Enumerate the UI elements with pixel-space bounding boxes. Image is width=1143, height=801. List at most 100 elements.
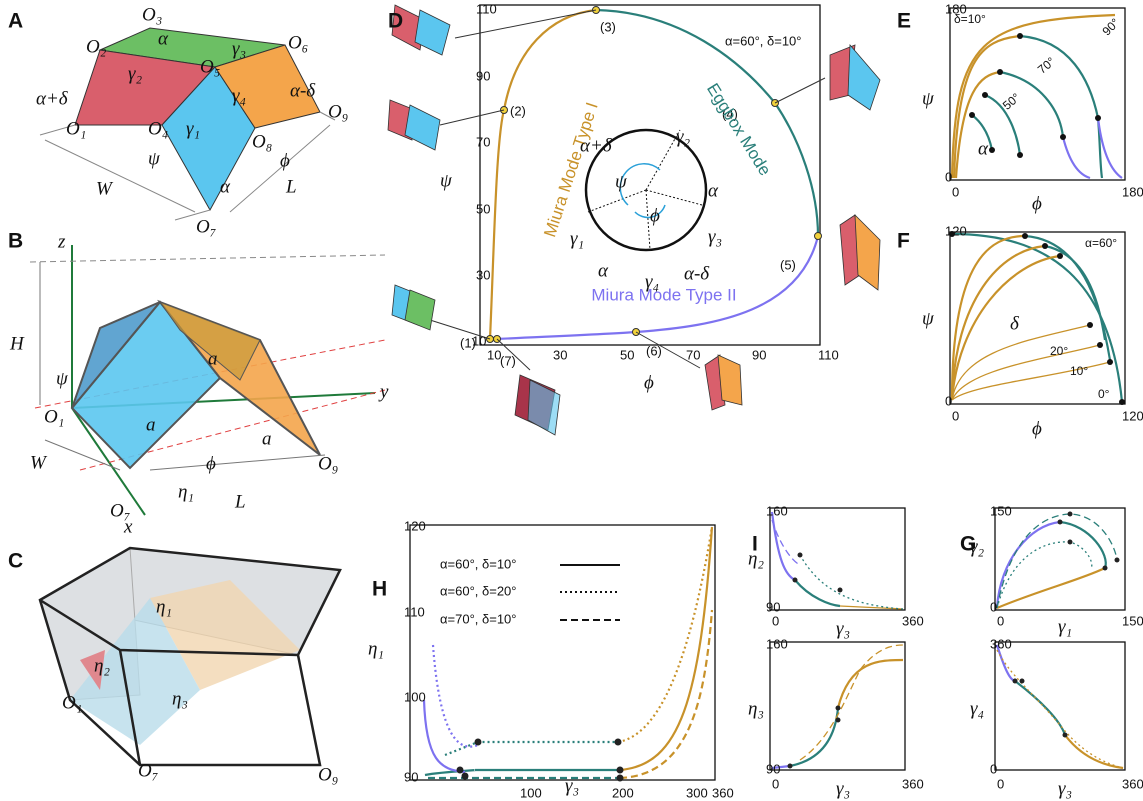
figure-shape bbox=[1095, 115, 1101, 121]
tick-label: 360 bbox=[712, 785, 734, 800]
figure-text: η₁ bbox=[178, 481, 194, 502]
panel-g-plots bbox=[995, 508, 1125, 770]
figure-shape bbox=[950, 8, 1125, 180]
tick-label: 0 bbox=[772, 613, 779, 628]
figure-shape bbox=[718, 355, 742, 405]
figure-shape bbox=[1057, 253, 1063, 259]
figure-text: γ₃ bbox=[1058, 778, 1072, 799]
tick-label: α bbox=[978, 138, 989, 159]
figure-text: η₂ bbox=[748, 548, 764, 569]
figure-shape bbox=[1068, 540, 1073, 545]
panel-label: H bbox=[372, 578, 387, 601]
figure-shape bbox=[1020, 36, 1102, 178]
figure-text: ψ bbox=[440, 170, 453, 191]
figure-shape bbox=[475, 739, 482, 746]
figure-text: η₂ bbox=[94, 655, 110, 676]
figure-text: L bbox=[285, 176, 297, 197]
figure-shape bbox=[997, 568, 1105, 608]
figure-shape bbox=[1063, 118, 1122, 178]
tick-label: α=60°, δ=20° bbox=[440, 583, 516, 598]
figure-text: γ₃ bbox=[232, 38, 246, 59]
figure-text: O₄ bbox=[148, 118, 168, 139]
figure-text: ϕ bbox=[280, 150, 290, 171]
figure-text: O₁ bbox=[44, 406, 64, 427]
tick-label: 120 bbox=[404, 518, 426, 533]
tick-label: (6) bbox=[646, 343, 662, 358]
figure-text: W bbox=[96, 178, 114, 199]
tick-label: 0 bbox=[772, 776, 779, 791]
figure-text: a bbox=[262, 428, 272, 449]
figure-text: γ₂ bbox=[970, 536, 984, 557]
figure-text: z bbox=[57, 231, 66, 252]
figure-text: y bbox=[378, 381, 389, 402]
figure-text: α+δ bbox=[580, 135, 613, 156]
figure-text: ψ bbox=[148, 148, 161, 169]
tick-label: 90° bbox=[1099, 15, 1122, 38]
figure-shape bbox=[848, 45, 880, 110]
figure-shape bbox=[617, 775, 624, 782]
figure-text: a bbox=[146, 414, 156, 435]
tick-label: 110 bbox=[818, 347, 839, 362]
tick-label: 10° bbox=[1070, 364, 1088, 378]
panel-f-plot bbox=[949, 231, 1125, 405]
figure-shape bbox=[798, 553, 803, 558]
figure-text: α bbox=[220, 176, 231, 197]
tick-label: 0 bbox=[945, 393, 952, 408]
figure-text: W bbox=[30, 452, 48, 473]
figure-text: γ₄ bbox=[645, 271, 659, 292]
figure-shape bbox=[788, 764, 793, 769]
tick-label: 180 bbox=[1122, 184, 1143, 199]
figure-text: O₉ bbox=[318, 764, 338, 785]
panel-label: F bbox=[897, 230, 910, 253]
figure-shape bbox=[815, 233, 822, 240]
figure-text: ϕ bbox=[1032, 193, 1042, 214]
figure-text: O₉ bbox=[328, 101, 348, 122]
figure-shape bbox=[433, 645, 478, 747]
tick-label: 100 bbox=[404, 689, 426, 704]
tick-label: 0 bbox=[952, 408, 959, 423]
figure-shape bbox=[1020, 679, 1025, 684]
figure-shape bbox=[995, 642, 1125, 770]
figure-shape bbox=[424, 700, 465, 772]
figure-shape bbox=[836, 706, 841, 711]
figure-shape bbox=[969, 112, 975, 118]
figure-text: η₃ bbox=[172, 688, 188, 709]
figure-text: γ₂ bbox=[128, 63, 142, 84]
figure-shape bbox=[45, 140, 195, 212]
figure-shape bbox=[1063, 733, 1068, 738]
figure-text: O₅ bbox=[200, 56, 220, 77]
figure-text: γ₃ bbox=[708, 226, 722, 247]
figure-shape bbox=[1015, 681, 1065, 735]
figure-shape bbox=[793, 578, 798, 583]
figure-shape bbox=[618, 527, 712, 742]
figure-shape bbox=[1115, 558, 1120, 563]
group bbox=[788, 553, 843, 769]
figure-shape bbox=[1065, 735, 1123, 768]
tick-label: 0 bbox=[997, 776, 1004, 791]
figure-shape bbox=[952, 15, 1115, 178]
panel-e-plot bbox=[950, 8, 1125, 180]
figure-shape bbox=[989, 147, 995, 153]
figure-shape bbox=[617, 767, 624, 774]
figure-shape bbox=[952, 325, 1110, 400]
figure-shape bbox=[462, 773, 469, 780]
figure-shape bbox=[457, 767, 464, 774]
tick-label: 150 bbox=[1122, 613, 1143, 628]
panel-label: B bbox=[8, 230, 23, 253]
tick-label: 0 bbox=[990, 599, 997, 614]
panel-d-plot bbox=[388, 5, 880, 435]
figure-text: α bbox=[708, 180, 719, 201]
figure-shape bbox=[405, 105, 440, 150]
figure-shape bbox=[836, 718, 841, 723]
figure-shape bbox=[528, 380, 560, 435]
figure-shape bbox=[1068, 512, 1073, 517]
tick-label: 0 bbox=[952, 184, 959, 199]
figure-shape bbox=[490, 10, 596, 339]
figure-text: ψ bbox=[922, 88, 935, 109]
figure-shape bbox=[1087, 322, 1093, 328]
figure-shape bbox=[1013, 679, 1018, 684]
figure-text: L bbox=[234, 491, 246, 512]
tick-label: 0 bbox=[945, 169, 952, 184]
figure-text: ϕ bbox=[644, 372, 654, 393]
figure-text: ϕ bbox=[206, 453, 216, 474]
